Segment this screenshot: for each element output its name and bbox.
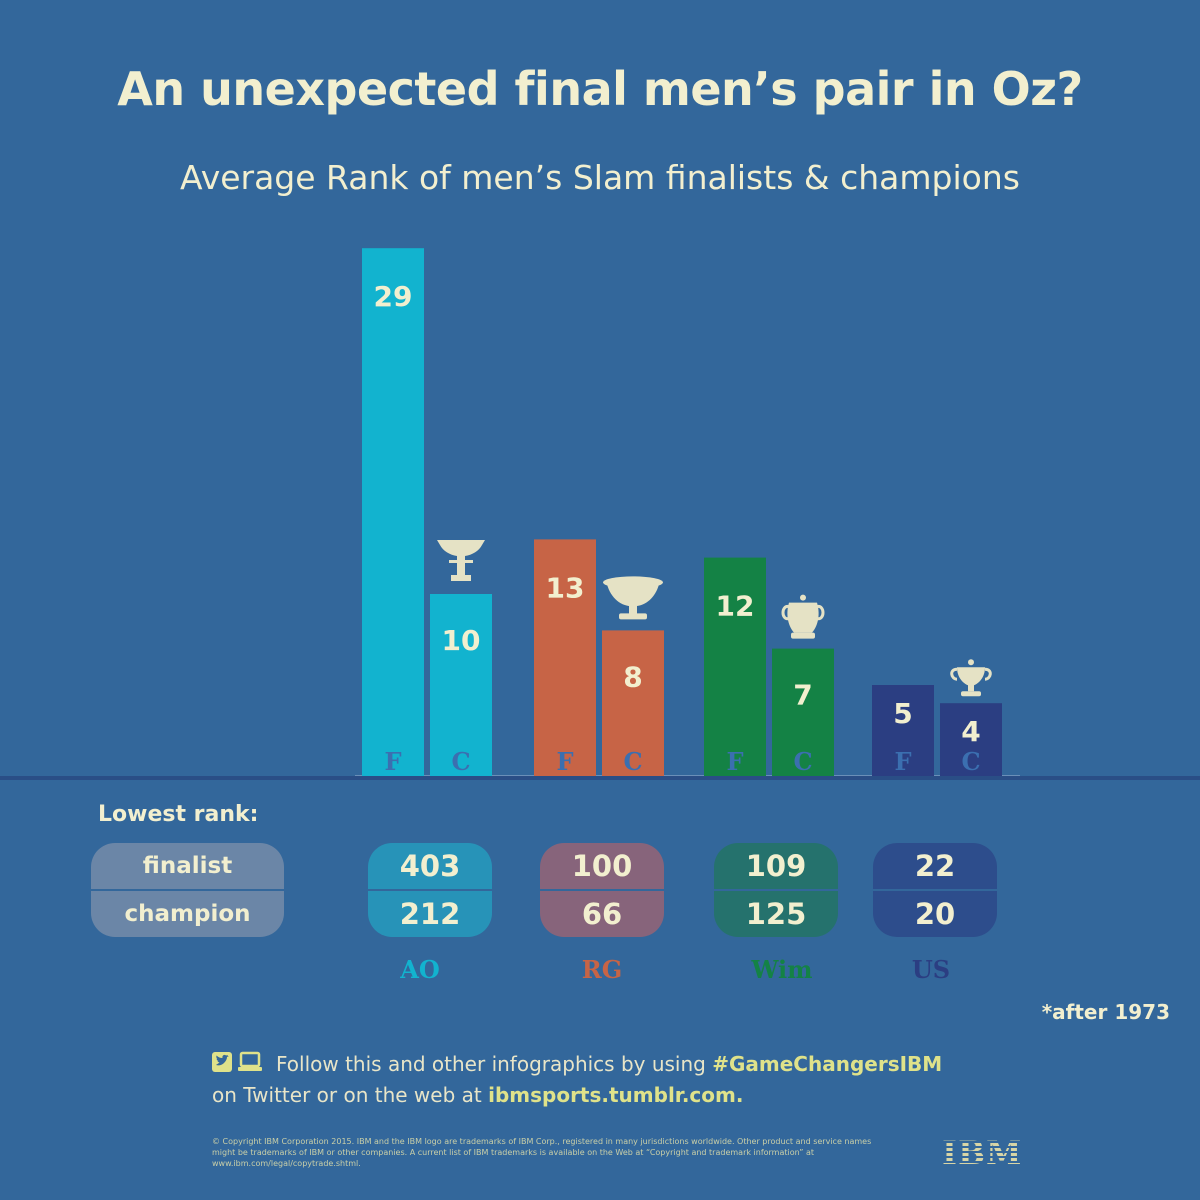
bar-wim-c [772,648,834,776]
trophy-icon-ao [437,540,485,581]
rg-finalist-lowest: 100 [571,849,633,883]
pill-divider [873,889,997,891]
hashtag-link[interactable]: #GameChangersIBM [712,1052,943,1076]
legend-champion: champion [124,901,251,927]
us-champion-lowest: 20 [914,897,956,931]
social-icons [212,1051,268,1081]
pill-divider [368,889,492,891]
lowest-rank-pill-rg: 100 66 [540,843,664,937]
bar-value-wim-f: 12 [716,590,755,623]
bar-letter-us-c: C [961,747,980,776]
bar-letter-rg-c: C [623,747,642,776]
lowest-rank-legend-pill: finalist champion [91,843,284,937]
slam-label-us: US [911,955,951,984]
follow-text: Follow this and other infographics by us… [212,1050,942,1110]
bar-value-ao-c: 10 [442,624,481,657]
site-link[interactable]: ibmsports.tumblr.com. [488,1082,744,1107]
bar-letter-wim-c: C [793,747,812,776]
bar-letter-wim-f: F [726,747,743,776]
bar-letter-ao-c: C [451,747,470,776]
bar-value-ao-f: 29 [374,280,413,313]
slam-label-wim: Wim [751,955,813,984]
axis-baseline-highlight [355,775,1020,776]
ibm-logo: IBM [942,1134,1022,1172]
bar-value-rg-c: 8 [623,660,642,693]
lowest-rank-label: Lowest rank: [98,802,259,827]
bar-us-f [872,685,934,776]
lowest-rank-pill-wim: 109 125 [714,843,838,937]
chart-subtitle: Average Rank of men’s Slam finalists & c… [180,158,1020,197]
bar-rg-c [602,630,664,776]
follow-text-1: Follow this and other infographics by us… [276,1052,713,1076]
slam-label-rg: RG [581,955,623,984]
bar-value-rg-f: 13 [546,571,585,604]
bar-letter-us-f: F [894,747,911,776]
trophy-icon-wim [781,594,825,639]
pill-divider [91,889,284,891]
bar-value-wim-c: 7 [793,679,812,712]
ao-champion-lowest: 212 [399,897,461,931]
pill-divider [540,889,664,891]
copyright-text: © Copyright IBM Corporation 2015. IBM an… [212,1137,872,1168]
laptop-icon [238,1051,262,1071]
slam-label-ao: AO [400,955,440,984]
twitter-icon [212,1051,232,1072]
bar-ao-c [430,594,492,776]
axis-baseline [0,776,1200,780]
lowest-rank-pill-us: 22 20 [873,843,997,937]
ao-finalist-lowest: 403 [399,849,461,883]
rg-champion-lowest: 66 [581,897,623,931]
follow-text-2: on Twitter or on the web at [212,1082,489,1107]
trophy-icon-us [950,659,992,697]
bar-us-c [940,703,1002,776]
wim-champion-lowest: 125 [745,897,807,931]
legend-finalist: finalist [142,853,233,879]
us-finalist-lowest: 22 [914,849,956,883]
bar-ao-f [362,248,424,776]
bar-value-us-f: 5 [893,697,912,730]
bar-rg-f [534,539,596,776]
bar-letter-ao-f: F [384,747,401,776]
bar-wim-f [704,557,766,776]
wim-finalist-lowest: 109 [745,849,807,883]
trophy-icon-rg [603,576,663,620]
pill-divider [714,889,838,891]
chart-title: An unexpected final men’s pair in Oz? [117,62,1083,116]
bar-letter-rg-f: F [556,747,573,776]
footnote: *after 1973 [1041,1000,1170,1024]
lowest-rank-pill-ao: 403 212 [368,843,492,937]
bar-value-us-c: 4 [961,715,980,748]
